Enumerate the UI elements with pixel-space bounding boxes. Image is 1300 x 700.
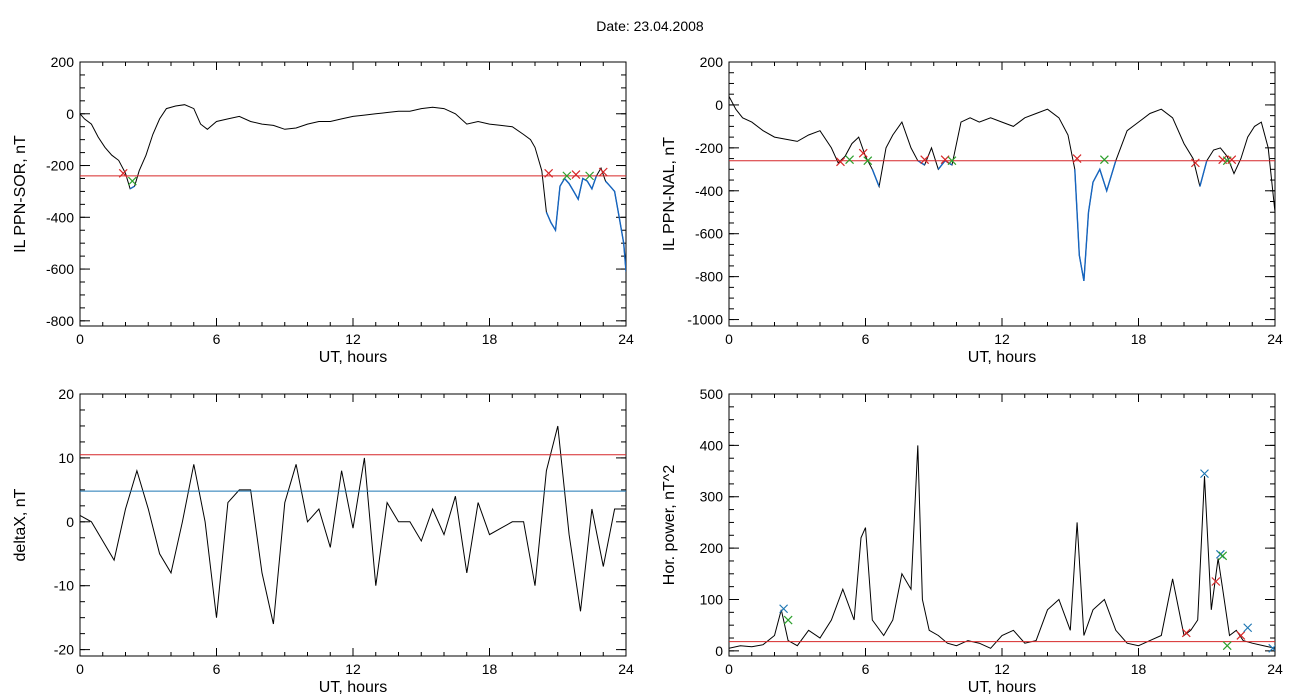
x-tick-label: 0 — [76, 331, 84, 347]
event-marker — [118, 168, 128, 178]
y-tick-label: -600 — [695, 226, 723, 242]
y-tick-label: -10 — [54, 578, 74, 594]
event-marker — [544, 168, 554, 178]
event-marker — [1190, 158, 1200, 168]
event-marker — [920, 155, 930, 165]
x-tick-label: 6 — [213, 661, 221, 677]
x-tick-label: 6 — [862, 331, 870, 347]
y-axis-label: IL PPN-SOR, nT — [12, 135, 29, 253]
chart-panel-4: 0 6 12 18 24 500 400 300 200 100 0 UT, hours Hor. po… — [661, 386, 1283, 696]
x-tick-label: 6 — [862, 661, 870, 677]
x-tick-label: 0 — [76, 661, 84, 677]
x-tick-label: 24 — [1267, 661, 1283, 677]
x-tick-label: 0 — [725, 661, 733, 677]
event-marker — [779, 604, 789, 614]
below-threshold-segment — [545, 175, 598, 233]
x-tick-label: 18 — [482, 331, 498, 347]
y-tick-label: 200 — [51, 54, 75, 70]
y-tick-label: -800 — [46, 313, 74, 329]
event-marker — [1243, 623, 1253, 633]
below-threshold-segment — [871, 169, 880, 187]
event-marker — [1222, 641, 1232, 651]
event-marker — [1072, 154, 1082, 164]
event-marker — [1200, 469, 1209, 479]
x-tick-label: 24 — [1267, 331, 1283, 347]
x-tick-label: 12 — [994, 331, 1010, 347]
below-threshold-segment — [604, 180, 626, 272]
plot-frame — [79, 393, 627, 657]
y-tick-label: 20 — [58, 386, 74, 402]
x-axis-label: UT, hours — [968, 679, 1036, 696]
event-marker — [598, 167, 608, 177]
x-tick-label: 24 — [618, 331, 634, 347]
y-tick-label: 0 — [66, 106, 74, 122]
event-marker — [562, 171, 572, 181]
y-tick-label: -200 — [695, 140, 723, 156]
event-marker — [1218, 551, 1228, 561]
y-axis-label: Hor. power, nT^2 — [661, 465, 678, 586]
series-line — [80, 104, 626, 272]
x-tick-label: 24 — [618, 661, 634, 677]
series-line — [729, 445, 1275, 649]
x-tick-label: 18 — [482, 661, 498, 677]
y-tick-label: 0 — [715, 643, 723, 659]
chart-panel-3: 0 6 12 18 24 20 10 0 -10 -20 UT, hours deltaX, nT — [12, 386, 634, 696]
y-tick-label: -400 — [695, 183, 723, 199]
x-tick-label: 0 — [725, 331, 733, 347]
x-tick-label: 12 — [345, 661, 361, 677]
y-tick-label: -1000 — [687, 312, 723, 328]
event-marker — [1099, 155, 1109, 165]
plot-frame — [728, 393, 1276, 657]
y-tick-label: 400 — [700, 437, 724, 453]
y-tick-label: 100 — [700, 591, 724, 607]
event-marker — [1236, 631, 1246, 640]
event-marker — [863, 156, 873, 166]
below-threshold-segment — [129, 185, 135, 190]
x-tick-label: 18 — [1131, 661, 1147, 677]
y-tick-label: 10 — [58, 450, 74, 466]
x-axis-label: UT, hours — [968, 349, 1036, 366]
below-threshold-segment — [1074, 160, 1117, 282]
x-axis-label: UT, hours — [319, 349, 387, 366]
y-tick-label: 0 — [715, 97, 723, 113]
x-tick-label: 12 — [994, 661, 1010, 677]
series-line — [80, 425, 626, 625]
y-tick-label: 200 — [700, 54, 724, 70]
y-tick-label: 500 — [700, 386, 724, 402]
x-tick-label: 6 — [213, 331, 221, 347]
y-tick-label: -800 — [695, 269, 723, 285]
event-marker — [585, 171, 595, 181]
event-marker — [127, 176, 137, 186]
figure-title: Date: 23.04.2008 — [596, 18, 704, 34]
plot-frame — [728, 61, 1276, 327]
event-marker — [1268, 643, 1275, 653]
below-threshold-segment — [1199, 160, 1208, 187]
event-marker — [947, 156, 957, 166]
y-axis-label: IL PPN-NAL, nT — [661, 137, 678, 251]
y-tick-label: 0 — [66, 514, 74, 530]
event-marker — [1181, 628, 1191, 638]
y-tick-label: -20 — [54, 642, 74, 658]
event-marker — [1211, 577, 1221, 586]
event-marker — [845, 155, 854, 165]
event-marker — [783, 615, 793, 625]
y-tick-label: 200 — [700, 540, 724, 556]
x-axis-label: UT, hours — [319, 679, 387, 696]
series-line — [729, 96, 1275, 281]
event-marker — [1227, 155, 1237, 165]
event-marker — [858, 148, 868, 158]
chart-panel-1: 0 6 12 18 24 200 0 -200 -400 -600 -800 UT, hours IL … — [12, 54, 634, 366]
y-tick-label: -400 — [46, 209, 74, 225]
chart-panel-2: 0 6 12 18 24 200 0 -200 -400 -600 -800 -1000 UT, hou… — [661, 54, 1283, 366]
x-tick-label: 18 — [1131, 331, 1147, 347]
x-tick-label: 12 — [345, 331, 361, 347]
y-tick-label: 300 — [700, 489, 724, 505]
event-marker — [836, 157, 845, 167]
y-tick-label: -600 — [46, 261, 74, 277]
y-tick-label: -200 — [46, 158, 74, 174]
y-axis-label: deltaX, nT — [12, 488, 29, 561]
event-marker — [571, 170, 581, 180]
